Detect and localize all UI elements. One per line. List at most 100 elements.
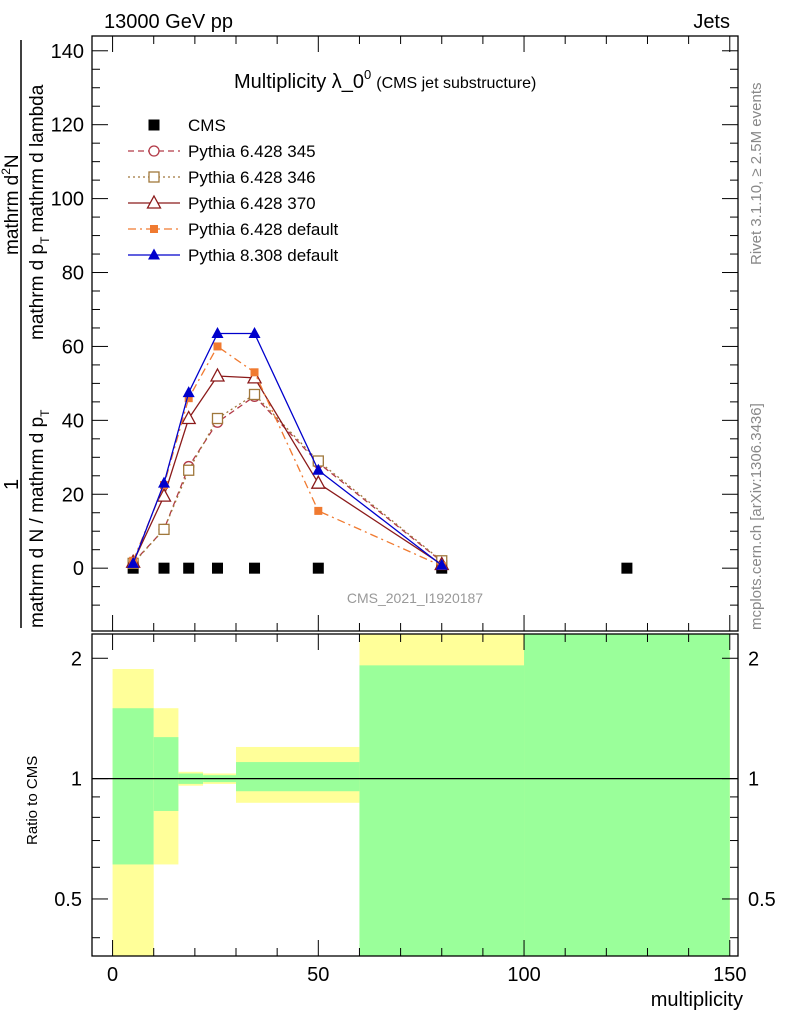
data-point	[250, 368, 259, 377]
data-point	[181, 410, 197, 425]
legend-label: Pythia 6.428 default	[188, 220, 339, 239]
y-label-top-part: mathrm d	[2, 175, 23, 255]
y-label-numerator-top: mathrm d2N	[0, 154, 23, 255]
header-left: 13000 GeV pp	[104, 11, 233, 33]
main-ticks: 0 20 40 60 80 100 120 140	[51, 36, 738, 631]
data-point	[211, 327, 224, 338]
ratio-y-tick-label: 0.5	[54, 889, 82, 911]
ratio-y-tick-label-right: 0.5	[748, 889, 776, 911]
y-label-mid-part: mathrm d p	[27, 244, 48, 340]
series-1	[127, 390, 448, 569]
legend-marker	[148, 248, 160, 260]
ratio-y-tick-label-right: 1	[748, 769, 759, 791]
ratio-band-green	[112, 708, 154, 865]
series-line	[132, 395, 443, 564]
y-axis-label: 1 mathrm d2N mathrm d pTmathrm d lambda …	[0, 40, 52, 628]
x-axis-label: multiplicity	[651, 989, 743, 1011]
ratio-x-tick-label: 0	[107, 964, 118, 986]
ratio-y-tick-label: 2	[71, 648, 82, 670]
y-label-numerator-mid: mathrm d pTmathrm d lambda	[27, 84, 52, 340]
legend-marker	[148, 119, 160, 131]
ratio-ticks: 0 50 100 150 0.5 0.5 1 1 2 2	[54, 634, 776, 986]
series-5	[127, 327, 448, 570]
data-point	[158, 476, 171, 488]
rivet-label: Rivet 3.1.10, ≥ 2.5M events	[748, 83, 765, 266]
plot-subtitle: (CMS jet substructure)	[376, 75, 536, 92]
plot-title-main: Multiplicity λ_0	[234, 71, 364, 93]
main-y-tick-label: 140	[51, 41, 84, 63]
series-3	[125, 367, 450, 571]
data-point	[213, 342, 222, 351]
data-point	[312, 562, 324, 574]
analysis-watermark: CMS_2021_I1920187	[347, 590, 483, 606]
ratio-band-green	[359, 665, 525, 956]
data-point	[246, 369, 263, 384]
legend-marker	[148, 145, 160, 157]
legend-label: CMS	[188, 116, 226, 135]
data-point	[183, 464, 195, 476]
header-right: Jets	[693, 11, 730, 33]
data-point	[209, 367, 226, 382]
legend-marker	[150, 225, 158, 233]
data-point	[248, 388, 261, 401]
legend-item: Pythia 6.428 default	[128, 220, 339, 239]
data-point	[156, 487, 172, 502]
y-label-top-end: N	[2, 154, 23, 168]
data-point	[158, 562, 170, 574]
legend-item: CMS	[148, 116, 226, 135]
y-label-mid-end: mathrm d lambda	[27, 84, 48, 232]
main-frame	[91, 35, 739, 632]
plot-title: Multiplicity λ_00 (CMS jet substructure)	[234, 67, 536, 93]
main-y-tick-label: 0	[73, 558, 84, 580]
ratio-frame	[91, 633, 739, 957]
mcplots-label: mcplots.cern.ch [arXiv:1306.3436]	[748, 403, 765, 630]
legend-marker	[146, 194, 162, 209]
legend-label: Pythia 6.428 346	[188, 168, 316, 187]
ratio-x-tick-label: 50	[307, 964, 329, 986]
main-y-tick-label: 40	[62, 410, 84, 432]
main-y-tick-label: 100	[51, 189, 84, 211]
ratio-x-tick-label: 100	[507, 964, 540, 986]
ratio-band-green	[524, 634, 730, 956]
ratio-bands	[112, 634, 730, 956]
data-point	[183, 562, 195, 574]
y-label-top-sup: 2	[0, 168, 13, 175]
data-point	[127, 556, 140, 568]
series-0	[127, 562, 633, 574]
legend: CMS Pythia 6.428 345 Pythia 6.428 346 Pythi…	[128, 116, 339, 265]
data-point	[211, 562, 223, 574]
main-y-tick-label: 80	[62, 263, 84, 285]
y-label-mid-sub: T	[38, 236, 52, 244]
legend-item: Pythia 6.428 346	[128, 168, 316, 187]
ratio-band-green	[236, 762, 360, 792]
data-point	[184, 394, 193, 403]
data-point	[249, 562, 261, 574]
data-point	[182, 386, 195, 398]
legend-label: Pythia 6.428 345	[188, 142, 316, 161]
data-point	[314, 506, 323, 515]
series-2	[127, 388, 448, 570]
legend-item: Pythia 6.428 345	[128, 142, 316, 161]
data-point	[211, 412, 224, 425]
y-label-den-part: mathrm d N / mathrm d p	[27, 417, 48, 628]
main-y-tick-label: 120	[51, 115, 84, 137]
main-y-tick-label: 20	[62, 484, 84, 506]
ratio-band-green	[153, 737, 179, 811]
ratio-y-label: Ratio to CMS	[24, 756, 41, 845]
legend-item: Pythia 8.308 default	[128, 246, 339, 265]
plot-title-sup: 0	[364, 67, 371, 82]
y-label-denominator: mathrm d N / mathrm d pT	[27, 409, 52, 628]
ratio-y-tick-label: 1	[71, 769, 82, 791]
data-point	[435, 558, 448, 570]
data-point	[312, 463, 325, 475]
legend-label: Pythia 8.308 default	[188, 246, 339, 265]
data-point	[310, 474, 326, 489]
ratio-y-tick-label-right: 2	[748, 648, 759, 670]
legend-item: Pythia 6.428 370	[128, 194, 316, 213]
series-line	[132, 393, 443, 564]
ratio-x-tick-label: 150	[713, 964, 746, 986]
main-series	[125, 327, 633, 574]
data-point	[248, 327, 261, 338]
main-y-tick-label: 60	[62, 336, 84, 358]
